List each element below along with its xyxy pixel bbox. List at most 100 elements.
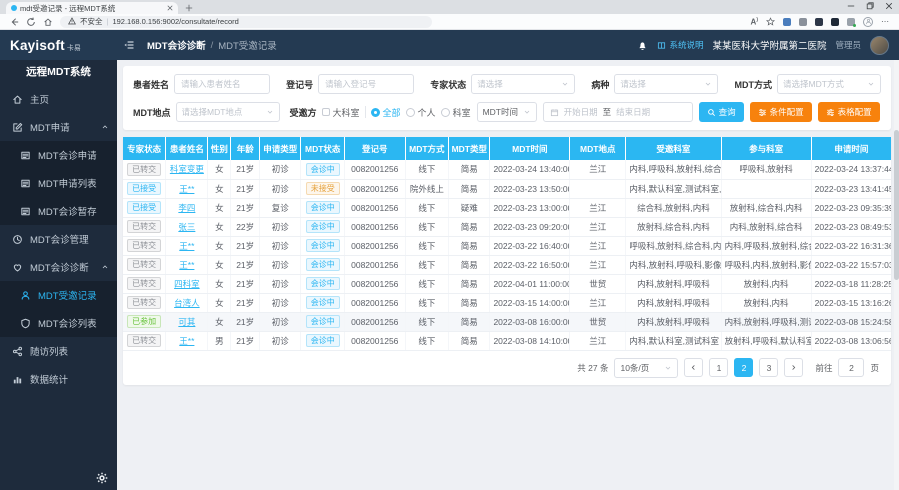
breadcrumb-group[interactable]: MDT会诊诊断: [147, 38, 206, 52]
sidebar-item-followup-list[interactable]: 随访列表: [0, 337, 117, 365]
invitee-radio-all[interactable]: 全部: [371, 106, 401, 119]
column-header: 受邀科室: [626, 137, 721, 160]
cell-joined: 放射科,内科: [721, 274, 811, 293]
cell-joined: 放射科,综合科,内科: [721, 198, 811, 217]
read-aloud-icon[interactable]: A): [751, 17, 758, 27]
avatar[interactable]: [870, 36, 889, 55]
mdt-status-badge: 会诊中: [306, 258, 340, 271]
window-close-button[interactable]: [885, 2, 893, 10]
patient-name-link[interactable]: 王**: [179, 336, 194, 346]
date-range-picker[interactable]: 开始日期 至 结束日期: [543, 102, 693, 122]
new-tab-button[interactable]: [185, 4, 193, 12]
sidebar-item-mdt-invite-records[interactable]: MDT受邀记录: [0, 281, 117, 309]
table-config-button[interactable]: 表格配置: [818, 102, 880, 122]
cell-applied: 2022-03-22 16:31:36: [811, 236, 891, 255]
cell-applied: 2022-03-22 15:57:03: [811, 255, 891, 274]
page-button-1[interactable]: 1: [709, 358, 728, 377]
cell-es: 已转交: [123, 274, 166, 293]
mdt-place-select[interactable]: 请选择MDT地点: [176, 102, 280, 122]
disease-select[interactable]: 请选择: [614, 74, 718, 94]
mdt-mode-select[interactable]: 请选择MDT方式: [777, 74, 881, 94]
patient-name-link[interactable]: 王**: [179, 184, 194, 194]
extension-icon[interactable]: [799, 18, 807, 26]
patient-name-link[interactable]: 四科室: [174, 279, 200, 289]
cell-age: 21岁: [231, 198, 260, 217]
extension-icon[interactable]: [847, 18, 855, 26]
sidebar-item-mdt-consult-draft[interactable]: MDT会诊暂存: [0, 197, 117, 225]
extension-icon[interactable]: [783, 18, 791, 26]
search-button[interactable]: 查询: [699, 102, 744, 122]
bell-icon[interactable]: [637, 40, 648, 51]
home-icon[interactable]: [43, 17, 53, 27]
sidebar-item-mdt-manage[interactable]: MDT会诊管理: [0, 225, 117, 253]
big-dept-checkbox[interactable]: 大科室: [322, 106, 360, 119]
cell-es: 已转交: [123, 331, 166, 350]
patient-name-link[interactable]: 张三: [178, 222, 195, 232]
patient-name-link[interactable]: 王**: [179, 241, 194, 251]
system-help[interactable]: 系统说明: [657, 39, 703, 51]
goto-page-input[interactable]: [838, 358, 864, 377]
expert-status-select[interactable]: 请选择: [471, 74, 575, 94]
patient-name-link[interactable]: 王**: [179, 260, 194, 270]
extension-icon[interactable]: [815, 18, 823, 26]
cell-invited: 内科,呼吸科,放射科,综合科: [626, 160, 721, 179]
filter-panel: 患者姓名 登记号 专家状态请选择 病种请选择 MDT方式请选择MDT方式 MDT…: [123, 66, 891, 130]
scrollbar-thumb[interactable]: [894, 130, 899, 280]
cell-name: 科室变更: [166, 160, 208, 179]
scrollbar[interactable]: [894, 60, 899, 490]
extension-icon[interactable]: [831, 18, 839, 26]
cell-es: 已转交: [123, 255, 166, 274]
patient-name-input[interactable]: [174, 74, 270, 94]
favorite-star-icon[interactable]: [766, 17, 775, 26]
browser-profile-icon[interactable]: [863, 17, 873, 27]
list-icon: [20, 150, 32, 161]
condition-config-button[interactable]: 条件配置: [750, 102, 812, 122]
page-size-select[interactable]: 10条/页: [614, 358, 678, 378]
url-bar[interactable]: 不安全 | 192.168.0.156:9002/consultate/reco…: [60, 16, 432, 28]
cell-reg: 0082001256: [345, 198, 406, 217]
sidebar-item-mdt-apply-list[interactable]: MDT申请列表: [0, 169, 117, 197]
sidebar-item-home[interactable]: 主页: [0, 85, 117, 113]
url-divider: |: [107, 17, 109, 26]
prev-page-button[interactable]: [684, 358, 703, 377]
browser-tab[interactable]: mdt受邀记录 - 远程MDT系统: [6, 2, 178, 14]
back-icon[interactable]: [9, 17, 19, 27]
cell-sex: 女: [208, 274, 231, 293]
window-minimize-button[interactable]: [847, 2, 855, 10]
patient-name-link[interactable]: 李四: [178, 203, 195, 213]
page-button-2[interactable]: 2: [734, 358, 753, 377]
cell-ms: 会诊中: [301, 236, 345, 255]
sidebar-item-statistics[interactable]: 数据统计: [0, 365, 117, 393]
page-button-3[interactable]: 3: [759, 358, 778, 377]
next-page-button[interactable]: [784, 358, 803, 377]
table-row: 已接受王**女21岁初诊未接受0082001256院外线上简易2022-03-2…: [123, 179, 891, 198]
chevron-down-icon: [266, 108, 274, 116]
sidebar-item-mdt-diagnosis[interactable]: MDT会诊诊断: [0, 253, 117, 281]
window-restore-button[interactable]: [866, 2, 874, 10]
reg-no-input[interactable]: [318, 74, 414, 94]
invitee-radio-dept[interactable]: 科室: [441, 106, 471, 119]
date-separator: 至: [603, 106, 612, 118]
time-field-select[interactable]: MDT时间: [477, 102, 537, 122]
sidebar-item-mdt-consult-list[interactable]: MDT会诊列表: [0, 309, 117, 337]
home-icon: [12, 94, 24, 105]
list-icon: [20, 178, 32, 189]
browser-menu-icon[interactable]: ⋯: [881, 17, 890, 26]
sidebar-item-mdt-consult-apply[interactable]: MDT会诊申请: [0, 141, 117, 169]
patient-name-link[interactable]: 可其: [178, 317, 195, 327]
sidebar-menu: 主页MDT申请MDT会诊申请MDT申请列表MDT会诊暂存MDT会诊管理MDT会诊…: [0, 85, 117, 393]
sidebar-collapse-icon[interactable]: [123, 39, 135, 51]
table-row: 已转交科室变更女21岁初诊会诊中0082001256线下简易2022-03-24…: [123, 160, 891, 179]
refresh-icon[interactable]: [26, 17, 36, 27]
cell-invited: 内科,默认科室,测试科室,放射科: [626, 179, 721, 198]
gear-icon[interactable]: [96, 472, 108, 484]
invitee-radio-personal[interactable]: 个人: [406, 106, 436, 119]
tab-close-icon[interactable]: [167, 5, 173, 11]
expert-status-badge: 已转交: [127, 258, 161, 271]
cell-place: 兰江: [570, 255, 626, 274]
column-header: 登记号: [345, 137, 406, 160]
sidebar-item-mdt-apply[interactable]: MDT申请: [0, 113, 117, 141]
patient-name-link[interactable]: 台湾人: [174, 298, 200, 308]
patient-name-link[interactable]: 科室变更: [170, 164, 204, 174]
user-role: 管理员: [835, 39, 861, 51]
